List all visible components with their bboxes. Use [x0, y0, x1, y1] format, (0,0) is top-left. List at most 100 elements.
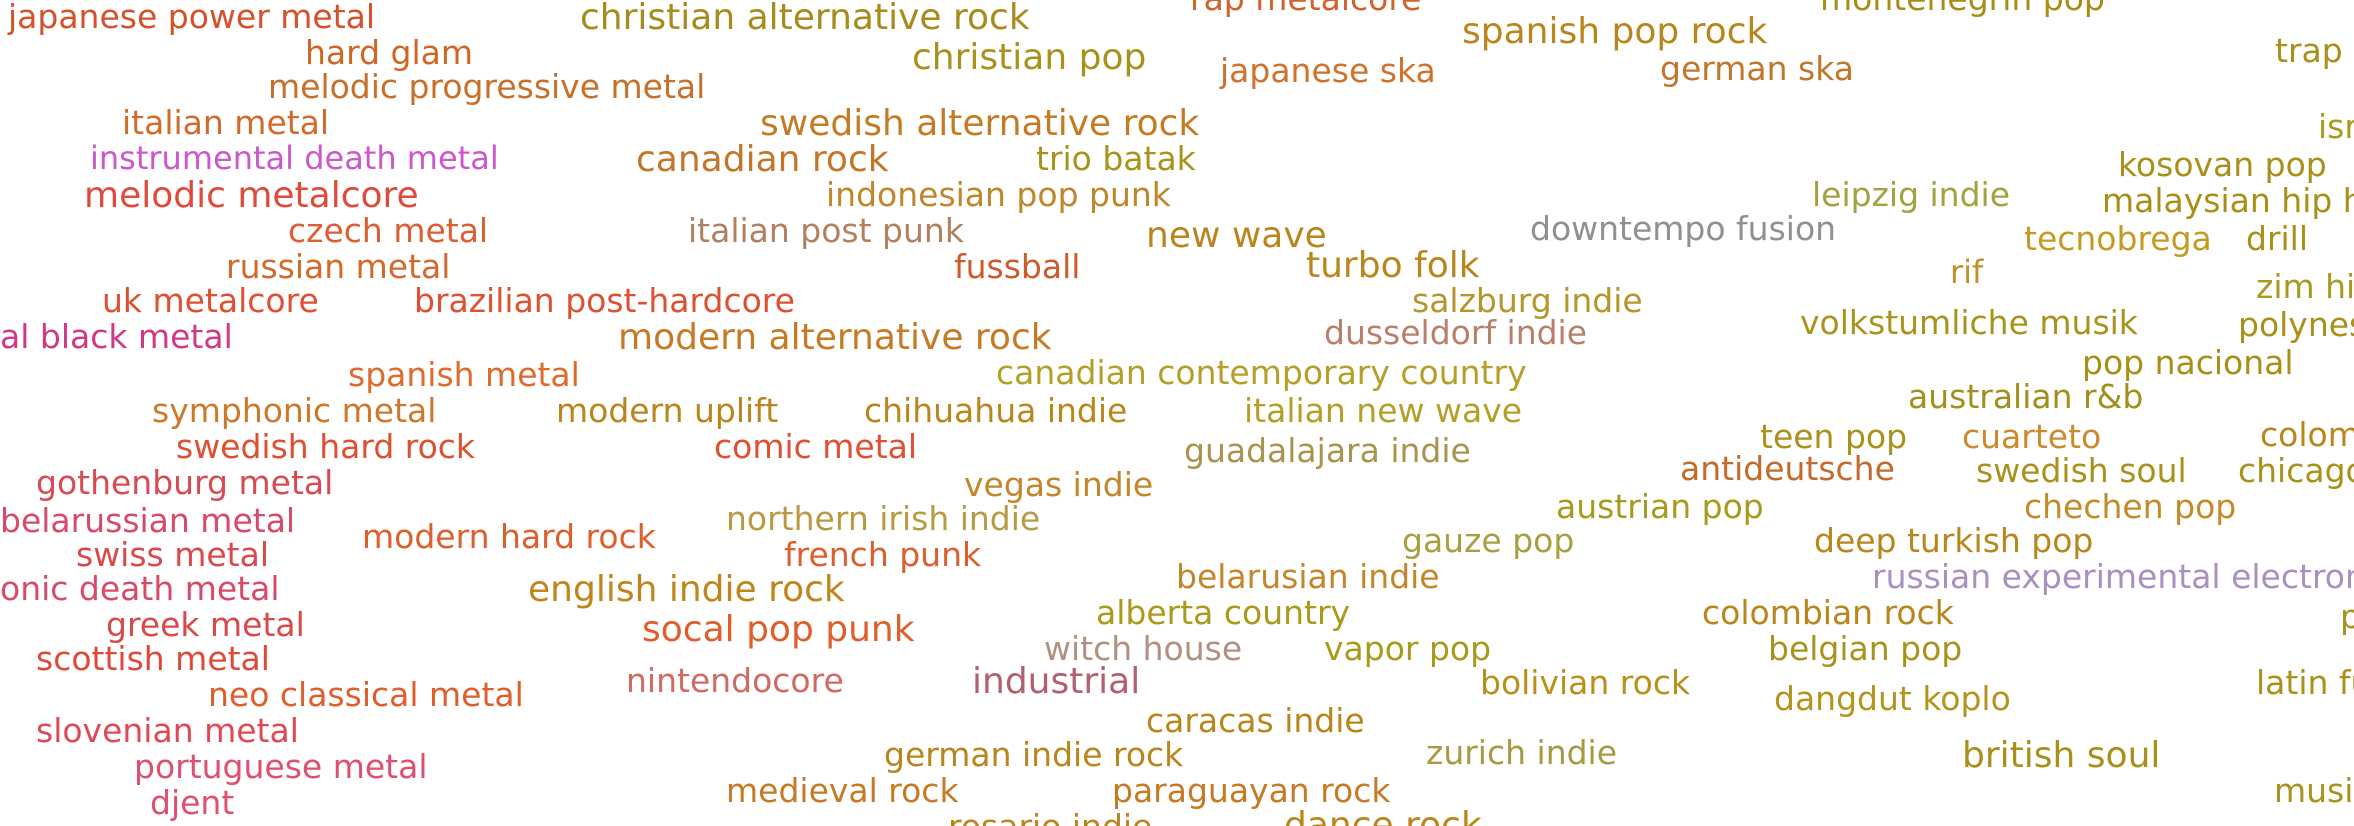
- genre-label[interactable]: al black metal: [0, 317, 233, 356]
- genre-label[interactable]: northern irish indie: [726, 499, 1041, 538]
- genre-label[interactable]: bolivian rock: [1480, 663, 1691, 702]
- genre-label[interactable]: djent: [150, 783, 235, 822]
- genre-label[interactable]: trio batak: [1036, 139, 1196, 178]
- genre-label[interactable]: leipzig indie: [1812, 175, 2011, 214]
- genre-label[interactable]: canadian contemporary country: [996, 353, 1527, 392]
- genre-label[interactable]: modern uplift: [556, 391, 779, 430]
- genre-label[interactable]: italian metal: [122, 103, 330, 142]
- genre-label[interactable]: symphonic metal: [152, 391, 437, 430]
- genre-label[interactable]: japanese ska: [1220, 51, 1436, 90]
- genre-label[interactable]: slovenian metal: [36, 711, 299, 750]
- genre-label[interactable]: australian r&b: [1908, 377, 2144, 416]
- genre-label[interactable]: vapor pop: [1324, 629, 1492, 668]
- genre-label[interactable]: japanese power metal: [8, 0, 376, 36]
- genre-label[interactable]: christian alternative rock: [580, 0, 1030, 38]
- genre-label[interactable]: colombian rock: [1702, 593, 1954, 632]
- genre-label[interactable]: dusseldorf indie: [1324, 313, 1588, 352]
- genre-label[interactable]: british soul: [1962, 735, 2161, 776]
- genre-label[interactable]: colom: [2260, 415, 2354, 454]
- genre-label[interactable]: malaysian hip hop: [2102, 181, 2354, 220]
- genre-label[interactable]: comic metal: [714, 427, 918, 466]
- genre-label[interactable]: p: [2340, 597, 2354, 636]
- genre-label[interactable]: zurich indie: [1426, 733, 1618, 772]
- genre-label[interactable]: italian post punk: [688, 211, 964, 250]
- genre-label[interactable]: uk metalcore: [102, 281, 319, 320]
- genre-label[interactable]: antideutsche: [1680, 449, 1895, 488]
- genre-label[interactable]: scottish metal: [36, 639, 270, 678]
- genre-label[interactable]: melodic progressive metal: [268, 67, 706, 106]
- genre-label[interactable]: onic death metal: [0, 569, 280, 608]
- genre-label[interactable]: paraguayan rock: [1112, 771, 1391, 810]
- genre-label[interactable]: chihuahua indie: [864, 391, 1128, 430]
- genre-label[interactable]: spanish metal: [348, 355, 580, 394]
- genre-label[interactable]: gothenburg metal: [36, 463, 334, 502]
- genre-label[interactable]: socal pop punk: [642, 609, 915, 650]
- genre-label[interactable]: guadalajara indie: [1184, 431, 1471, 470]
- genre-label[interactable]: fussball: [954, 247, 1081, 286]
- genre-label[interactable]: kosovan pop: [2118, 145, 2327, 184]
- genre-label[interactable]: witch house: [1044, 629, 1243, 668]
- genre-label[interactable]: montenegrin pop: [1820, 0, 2105, 15]
- genre-label[interactable]: portuguese metal: [134, 747, 428, 786]
- genre-label[interactable]: russian metal: [226, 247, 451, 286]
- genre-label[interactable]: german ska: [1660, 49, 1854, 88]
- genre-label[interactable]: swiss metal: [76, 535, 270, 574]
- genre-label[interactable]: dangdut koplo: [1774, 679, 2011, 718]
- genre-label[interactable]: christian pop: [912, 37, 1147, 78]
- genre-label[interactable]: medieval rock: [726, 771, 959, 810]
- genre-label[interactable]: russian experimental electronic: [1872, 557, 2354, 596]
- genre-label[interactable]: chicago: [2238, 451, 2354, 490]
- genre-label[interactable]: spanish pop rock: [1462, 11, 1768, 52]
- genre-label[interactable]: vegas indie: [964, 465, 1154, 504]
- genre-label[interactable]: german indie rock: [884, 735, 1184, 774]
- genre-label[interactable]: melodic metalcore: [84, 175, 419, 216]
- genre-label[interactable]: isr: [2318, 107, 2354, 146]
- genre-label[interactable]: instrumental death metal: [90, 139, 499, 177]
- genre-label[interactable]: swedish alternative rock: [760, 103, 1200, 144]
- genre-label[interactable]: new wave: [1146, 215, 1327, 256]
- genre-label[interactable]: greek metal: [106, 605, 305, 644]
- genre-label[interactable]: modern hard rock: [362, 517, 656, 556]
- genre-label[interactable]: hard glam: [305, 33, 474, 72]
- genre-label[interactable]: english indie rock: [528, 569, 845, 610]
- genre-label[interactable]: tecnobrega: [2024, 219, 2212, 258]
- genre-label[interactable]: cuarteto: [1962, 417, 2102, 456]
- genre-label[interactable]: belgian pop: [1768, 629, 1963, 668]
- genre-label[interactable]: deep turkish pop: [1814, 521, 2094, 560]
- genre-label[interactable]: trap: [2275, 31, 2343, 70]
- genre-label[interactable]: zim hip: [2256, 267, 2354, 306]
- genre-label[interactable]: latin fu: [2256, 663, 2354, 702]
- genre-label[interactable]: gauze pop: [1402, 521, 1575, 560]
- genre-label[interactable]: brazilian post-hardcore: [414, 281, 795, 320]
- genre-label[interactable]: belarusian indie: [1176, 557, 1440, 596]
- genre-label[interactable]: indonesian pop punk: [826, 175, 1171, 214]
- genre-label[interactable]: swedish hard rock: [176, 427, 476, 466]
- genre-label[interactable]: caracas indie: [1146, 701, 1365, 740]
- genre-label[interactable]: volkstumliche musik: [1800, 303, 2138, 342]
- genre-label[interactable]: downtempo fusion: [1530, 209, 1837, 248]
- genre-label[interactable]: belarussian metal: [0, 501, 296, 540]
- genre-label[interactable]: alberta country: [1096, 593, 1351, 632]
- genre-label[interactable]: czech metal: [288, 211, 489, 250]
- genre-label[interactable]: swedish soul: [1976, 451, 2187, 490]
- genre-label[interactable]: neo classical metal: [208, 675, 524, 714]
- genre-label[interactable]: teen pop: [1760, 417, 1908, 456]
- genre-label[interactable]: musik: [2274, 771, 2354, 810]
- genre-label[interactable]: rif: [1950, 253, 1984, 291]
- genre-label[interactable]: rosario indie: [948, 810, 1152, 826]
- genre-label[interactable]: austrian pop: [1556, 487, 1764, 526]
- genre-label[interactable]: italian new wave: [1244, 391, 1523, 430]
- genre-label[interactable]: salzburg indie: [1412, 281, 1643, 320]
- genre-label[interactable]: canadian rock: [636, 139, 889, 180]
- genre-label[interactable]: industrial: [972, 661, 1141, 702]
- genre-label[interactable]: nintendocore: [626, 661, 844, 700]
- genre-label[interactable]: rap metalcore: [1190, 0, 1421, 15]
- genre-label[interactable]: chechen pop: [2024, 487, 2237, 526]
- genre-label[interactable]: dance rock: [1284, 805, 1482, 826]
- genre-label[interactable]: turbo folk: [1306, 245, 1480, 286]
- genre-label[interactable]: pop nacional: [2082, 343, 2294, 382]
- genre-label[interactable]: french punk: [784, 535, 982, 574]
- genre-label[interactable]: polynes: [2238, 305, 2354, 344]
- genre-label[interactable]: drill: [2246, 219, 2309, 258]
- genre-label[interactable]: modern alternative rock: [618, 317, 1052, 358]
